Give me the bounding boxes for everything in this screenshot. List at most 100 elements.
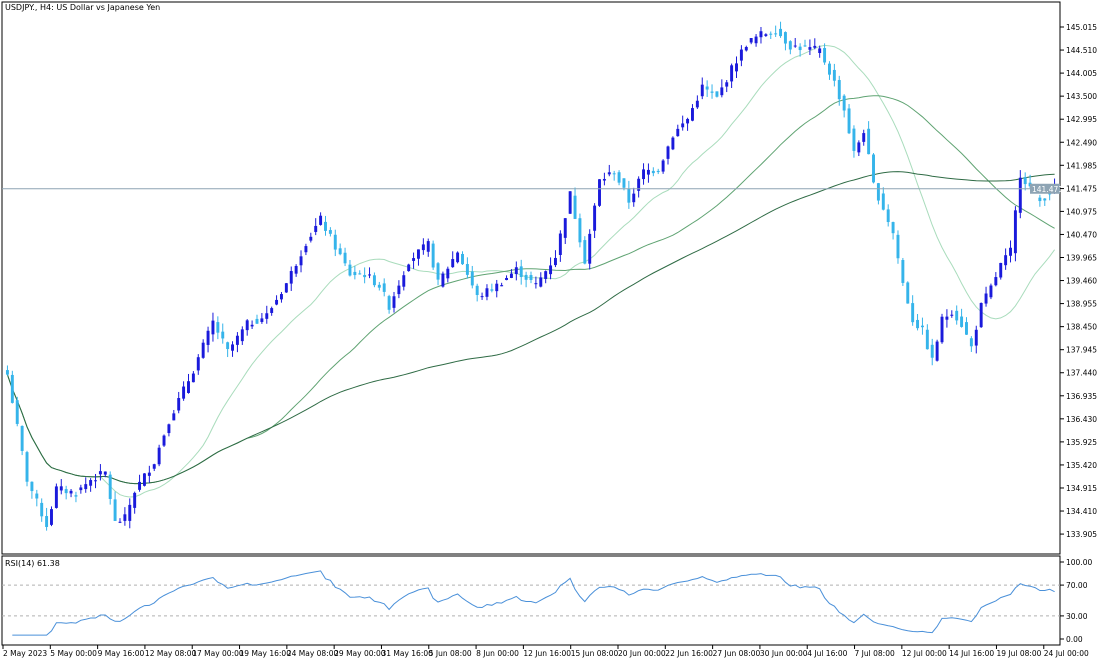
- candle: [465, 257, 469, 279]
- candle: [779, 21, 783, 38]
- x-tick-label: 12 May 08:00: [145, 649, 197, 658]
- x-tick-label: 8 Jun 00:00: [476, 649, 519, 658]
- candle: [901, 257, 905, 286]
- candle: [945, 309, 949, 328]
- candle: [539, 272, 543, 288]
- candle: [769, 31, 773, 39]
- candle: [231, 341, 234, 357]
- candle: [935, 339, 939, 362]
- candle: [348, 259, 352, 277]
- candle: [162, 434, 166, 447]
- candle: [54, 483, 58, 509]
- x-tick-label: 20 Jun 00:00: [618, 649, 666, 658]
- x-tick-label: 19 Jul 08:00: [996, 649, 1041, 658]
- current-price-label: 141.471: [1032, 185, 1063, 194]
- y-tick-label: 134.915: [1066, 484, 1097, 493]
- candle: [896, 230, 900, 264]
- candle: [813, 38, 817, 50]
- candle: [245, 319, 249, 336]
- candle: [10, 370, 14, 404]
- current-price-label-bg: [1030, 183, 1060, 194]
- candle: [583, 236, 587, 265]
- candle: [103, 471, 107, 478]
- candle: [642, 163, 646, 185]
- y-tick-label: 144.005: [1066, 69, 1097, 78]
- x-tick-label: 29 May 00:00: [334, 649, 386, 658]
- x-tick-label: 14 Jul 16:00: [949, 649, 994, 658]
- y-tick-label: 133.905: [1066, 530, 1097, 539]
- candle: [549, 257, 553, 280]
- candle: [999, 262, 1003, 280]
- candle: [744, 45, 748, 52]
- candle: [152, 463, 156, 472]
- candle: [979, 302, 983, 328]
- y-tick-label: 136.430: [1066, 415, 1097, 424]
- candle: [480, 292, 484, 300]
- rsi-y-tick-label: 30.00: [1066, 612, 1088, 621]
- candle: [759, 27, 763, 44]
- candle: [651, 167, 655, 177]
- candle: [725, 79, 729, 93]
- candle: [632, 187, 636, 207]
- x-tick-label: 17 May 00:00: [192, 649, 244, 658]
- x-tick-label: 12 Jun 16:00: [523, 649, 571, 658]
- candle: [984, 286, 988, 307]
- candle: [45, 507, 49, 531]
- y-tick-label: 137.945: [1066, 346, 1097, 355]
- x-tick-label: 12 Jul 00:00: [902, 649, 947, 658]
- candle: [235, 332, 239, 353]
- candle: [754, 34, 758, 47]
- candle: [226, 341, 230, 358]
- candle: [328, 227, 332, 237]
- candle: [876, 182, 880, 205]
- candle: [656, 168, 660, 175]
- x-tick-label: 24 May 08:00: [287, 649, 339, 658]
- y-tick-label: 139.460: [1066, 277, 1097, 286]
- candle: [69, 488, 73, 498]
- candle: [20, 425, 24, 456]
- candle: [828, 61, 831, 80]
- candle: [764, 33, 768, 37]
- candle: [25, 450, 29, 487]
- candle: [852, 125, 856, 158]
- candle: [461, 251, 464, 265]
- moving-average-100: [6, 171, 1055, 485]
- candle: [407, 263, 411, 272]
- candle: [426, 238, 430, 257]
- candle: [123, 507, 127, 526]
- candle: [172, 409, 176, 421]
- candle: [89, 478, 93, 492]
- candle: [695, 95, 699, 109]
- candle: [284, 282, 288, 293]
- y-tick-label: 141.985: [1066, 161, 1097, 170]
- candle: [5, 365, 9, 376]
- candle: [289, 266, 293, 291]
- candle: [113, 491, 117, 522]
- rsi-y-tick-label: 100.00: [1066, 558, 1092, 567]
- candle: [994, 272, 998, 287]
- candle: [294, 264, 298, 277]
- candle: [167, 423, 171, 437]
- candle: [969, 336, 973, 352]
- x-tick-label: 31 May 16:00: [381, 649, 433, 658]
- y-tick-label: 135.420: [1066, 461, 1097, 470]
- candle: [563, 218, 567, 244]
- candle: [916, 314, 920, 331]
- candle: [451, 251, 455, 268]
- candle: [1009, 240, 1012, 263]
- candle: [720, 79, 724, 98]
- candle: [446, 266, 450, 283]
- candle: [338, 243, 342, 256]
- y-tick-label: 143.500: [1066, 92, 1097, 101]
- candle: [495, 279, 499, 298]
- candle: [265, 305, 269, 324]
- candle: [368, 267, 371, 279]
- candle: [940, 313, 944, 344]
- x-tick-label: 7 Jul 08:00: [855, 649, 895, 658]
- candle: [142, 473, 146, 487]
- candle: [739, 45, 743, 67]
- y-tick-label: 134.410: [1066, 507, 1097, 516]
- chart-title: USDJPY., H4: US Dollar vs Japanese Yen: [5, 3, 160, 12]
